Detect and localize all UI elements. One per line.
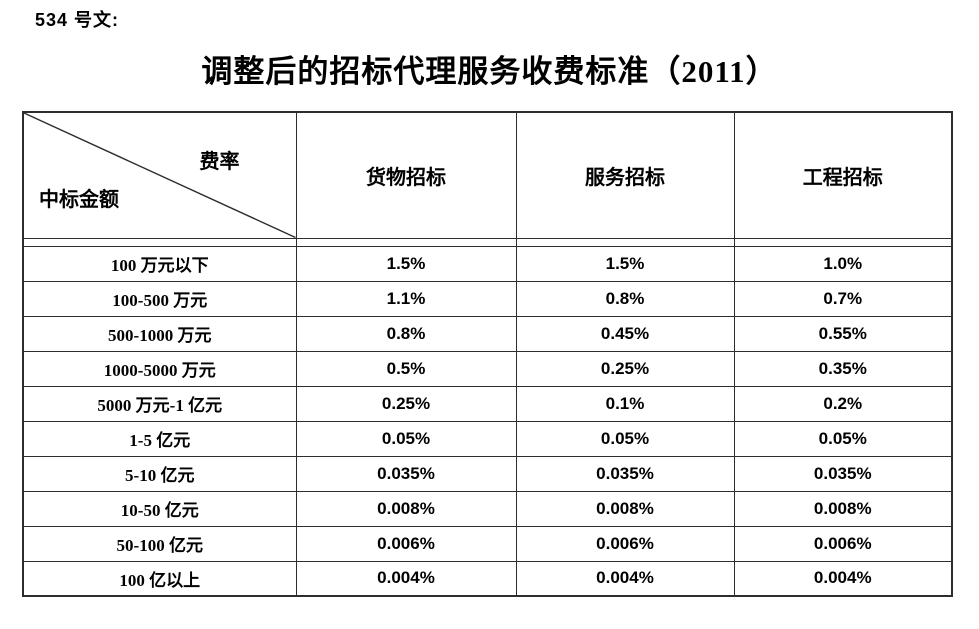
page-title: 调整后的招标代理服务收费标准（2011）	[201, 54, 778, 89]
amount-range-label: 100 万元以下	[22, 245, 297, 282]
table-row: 1000-5000 万元 0.5% 0.25% 0.35%	[22, 350, 953, 387]
table-header-row: 费率 中标金额 货物招标 服务招标 工程招标	[22, 111, 953, 239]
rate-value-cell: 0.004%	[733, 560, 953, 597]
rate-value-cell: 0.008%	[733, 490, 953, 527]
amount-range-label: 50-100 亿元	[22, 525, 297, 562]
table-row: 100 亿以上 0.004% 0.004% 0.004%	[22, 560, 953, 597]
rate-value-cell: 0.7%	[733, 280, 953, 317]
amount-range-label: 100-500 万元	[22, 280, 297, 317]
rate-value-cell: 0.006%	[515, 525, 735, 562]
column-header-services: 服务招标	[515, 111, 735, 239]
fee-table-body: 费率 中标金额 货物招标 服务招标 工程招标 100 万元以下 1.5% 1.5% 1…	[22, 111, 953, 597]
spacer-cell	[295, 237, 517, 247]
rate-value-cell: 0.008%	[515, 490, 735, 527]
corner-label-amount: 中标金额	[39, 189, 119, 211]
rate-value-cell: 0.004%	[515, 560, 735, 597]
spacer-cell	[733, 237, 953, 247]
rate-value-cell: 0.004%	[295, 560, 517, 597]
amount-range-label: 500-1000 万元	[22, 315, 297, 352]
amount-range-label: 100 亿以上	[22, 560, 297, 597]
table-row: 1-5 亿元 0.05% 0.05% 0.05%	[22, 420, 953, 457]
rate-value-cell: 0.25%	[515, 350, 735, 387]
rate-value-cell: 1.0%	[733, 245, 953, 282]
rate-value-cell: 0.006%	[295, 525, 517, 562]
rate-value-cell: 0.035%	[515, 455, 735, 492]
rate-value-cell: 0.35%	[733, 350, 953, 387]
corner-header-cell: 费率 中标金额	[22, 111, 297, 239]
rate-value-cell: 0.2%	[733, 385, 953, 422]
corner-label-rate: 费率	[199, 151, 240, 173]
rate-value-cell: 0.05%	[733, 420, 953, 457]
table-row: 10-50 亿元 0.008% 0.008% 0.008%	[22, 490, 953, 527]
rate-value-cell: 0.05%	[295, 420, 517, 457]
rate-value-cell: 0.8%	[295, 315, 517, 352]
diagonal-divider-line	[24, 113, 296, 238]
table-row: 100 万元以下 1.5% 1.5% 1.0%	[22, 245, 953, 282]
amount-range-label: 1-5 亿元	[22, 420, 297, 457]
rate-value-cell: 1.5%	[515, 245, 735, 282]
rate-value-cell: 0.8%	[515, 280, 735, 317]
rate-value-cell: 0.008%	[295, 490, 517, 527]
rate-value-cell: 0.25%	[295, 385, 517, 422]
table-row: 5000 万元-1 亿元 0.25% 0.1% 0.2%	[22, 385, 953, 422]
rate-value-cell: 1.1%	[295, 280, 517, 317]
rate-value-cell: 0.5%	[295, 350, 517, 387]
rate-value-cell: 0.45%	[515, 315, 735, 352]
amount-range-label: 1000-5000 万元	[22, 350, 297, 387]
table-row: 100-500 万元 1.1% 0.8% 0.7%	[22, 280, 953, 317]
rate-value-cell: 0.05%	[515, 420, 735, 457]
rate-value-cell: 0.006%	[733, 525, 953, 562]
amount-range-label: 10-50 亿元	[22, 490, 297, 527]
spacer-cell	[22, 237, 297, 247]
column-header-engineering: 工程招标	[733, 111, 953, 239]
rate-value-cell: 0.55%	[733, 315, 953, 352]
rate-value-cell: 0.035%	[733, 455, 953, 492]
table-row: 50-100 亿元 0.006% 0.006% 0.006%	[22, 525, 953, 562]
column-header-goods: 货物招标	[295, 111, 517, 239]
amount-range-label: 5000 万元-1 亿元	[22, 385, 297, 422]
spacer-cell	[515, 237, 735, 247]
rate-value-cell: 0.035%	[295, 455, 517, 492]
rate-value-cell: 0.1%	[515, 385, 735, 422]
table-row: 500-1000 万元 0.8% 0.45% 0.55%	[22, 315, 953, 352]
table-row: 5-10 亿元 0.035% 0.035% 0.035%	[22, 455, 953, 492]
fee-rate-table: 费率 中标金额 货物招标 服务招标 工程招标 100 万元以下 1.5% 1.5% 1…	[22, 111, 953, 597]
doc-number-label: 534 号文:	[35, 10, 120, 30]
rate-value-cell: 1.5%	[295, 245, 517, 282]
amount-range-label: 5-10 亿元	[22, 455, 297, 492]
spacer-row	[22, 237, 953, 247]
